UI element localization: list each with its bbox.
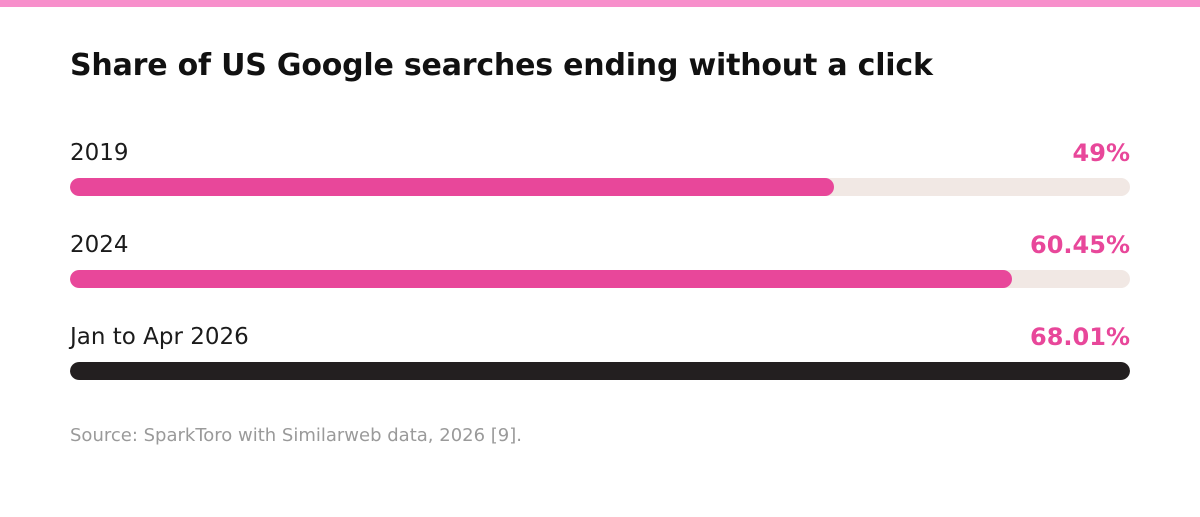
bar-label-jan-apr-2026: Jan to Apr 2026 (70, 324, 249, 350)
bar-track-2019 (70, 178, 1130, 196)
bar-fill-2024 (70, 270, 1013, 288)
bar-label-2019: 2019 (70, 140, 129, 166)
bar-fill-2019 (70, 178, 834, 196)
bar-track-2024 (70, 270, 1130, 288)
bar-row-2019: 2019 49% (70, 138, 1130, 196)
bar-value-label-jan-apr-2026: 68.01% (1030, 323, 1130, 351)
bar-value-label-2019: 49% (1072, 139, 1130, 167)
bar-fill-jan-apr-2026 (70, 362, 1130, 380)
bar-track-jan-apr-2026 (70, 362, 1130, 380)
bar-row-2024: 2024 60.45% (70, 230, 1130, 288)
chart-title: Share of US Google searches ending witho… (70, 48, 933, 83)
top-accent-bar (0, 0, 1200, 7)
bar-label-2024: 2024 (70, 232, 129, 258)
source-note: Source: SparkToro with Similarweb data, … (70, 425, 522, 446)
bar-row-jan-apr-2026: Jan to Apr 2026 68.01% (70, 322, 1130, 380)
bar-value-label-2024: 60.45% (1030, 231, 1130, 259)
